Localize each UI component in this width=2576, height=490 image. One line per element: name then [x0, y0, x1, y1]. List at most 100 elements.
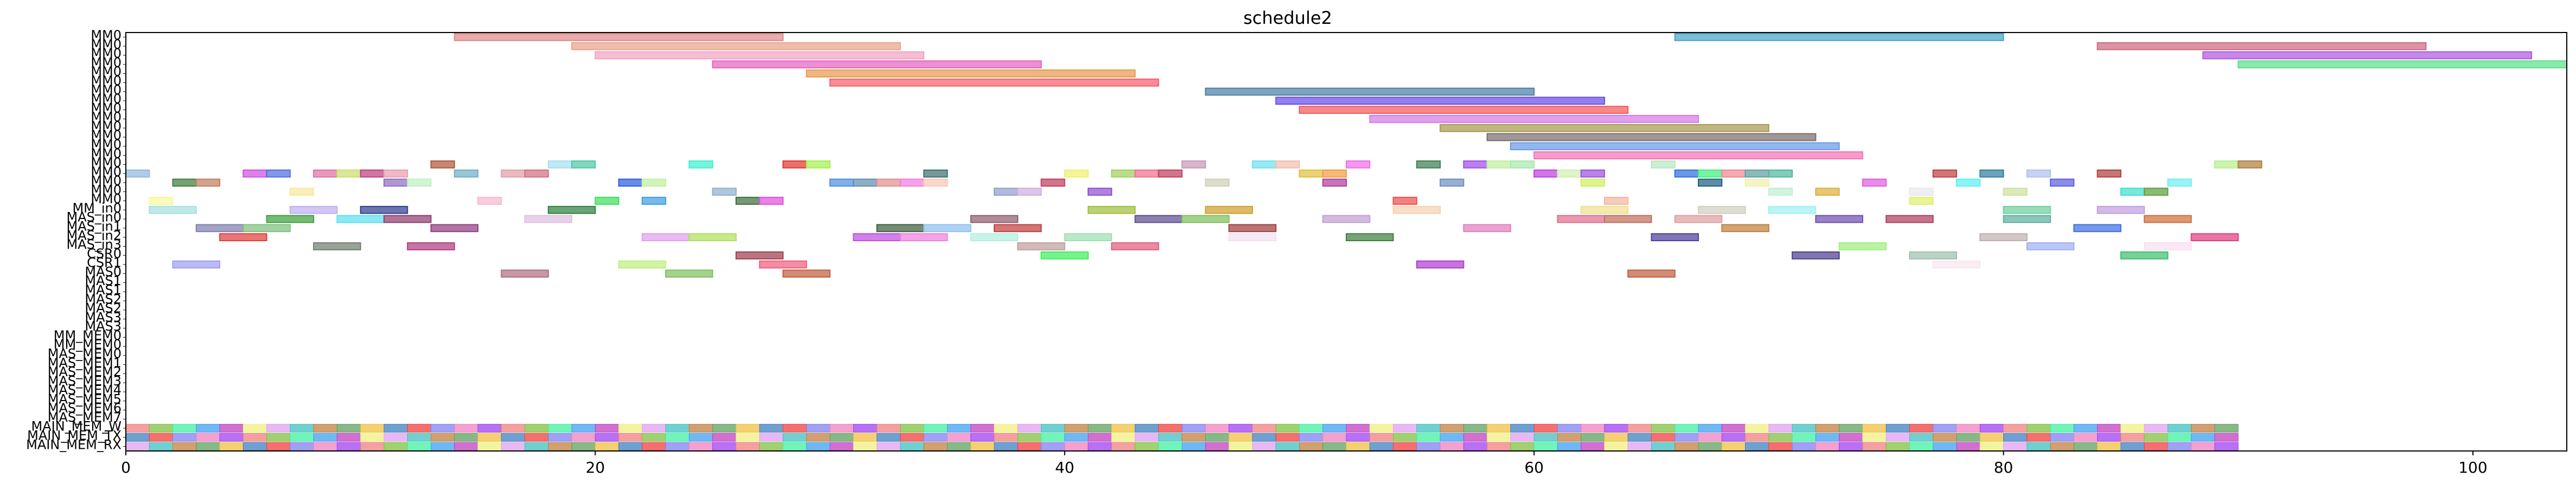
gantt-bar: [1979, 233, 2028, 241]
gantt-bar: [453, 33, 784, 41]
memory-block: [1933, 433, 1957, 442]
memory-block: [1088, 424, 1112, 433]
y-tick-label: MM0: [91, 64, 122, 79]
memory-block: [407, 433, 432, 442]
y-tick-label: MAS_MEM7: [48, 410, 122, 425]
memory-block: [501, 442, 526, 451]
memory-block: [1416, 433, 1441, 442]
memory-block: [196, 424, 220, 433]
y-tick-label: MM0: [91, 100, 122, 115]
memory-block: [242, 433, 267, 442]
memory-block: [1111, 433, 1136, 442]
gantt-bar: [2003, 205, 2051, 214]
y-tick-label: MAS2: [85, 301, 122, 316]
memory-block: [2097, 433, 2121, 442]
memory-block: [219, 442, 244, 451]
gantt-bar: [1111, 242, 1159, 250]
memory-block: [242, 424, 267, 433]
y-tick-label: MM0: [91, 82, 122, 98]
memory-block: [947, 433, 971, 442]
memory-block: [970, 433, 995, 442]
gantt-bar: [782, 160, 807, 169]
gantt-bar: [383, 169, 408, 178]
memory-block: [994, 424, 1018, 433]
gantt-bar: [993, 224, 1042, 233]
memory-block: [806, 442, 830, 451]
gantt-bar: [1416, 260, 1465, 269]
y-tick-label: MAS_in0: [66, 210, 122, 225]
memory-block: [1158, 424, 1182, 433]
memory-block: [383, 424, 408, 433]
y-tick-label: MAS_MEM0: [48, 346, 122, 361]
memory-block: [853, 424, 878, 433]
memory-block: [2097, 424, 2121, 433]
memory-block: [783, 442, 807, 451]
memory-block: [1721, 433, 1746, 442]
memory-block: [1933, 442, 1957, 451]
gantt-bar: [1698, 169, 1723, 178]
memory-block: [1369, 442, 1394, 451]
gantt-bar: [1721, 224, 1769, 233]
gantt-bar: [266, 169, 291, 178]
gantt-bar: [1674, 33, 2004, 41]
gantt-bar: [289, 188, 315, 196]
memory-block: [1017, 424, 1041, 433]
gantt-bar: [1228, 233, 1277, 241]
gantt-bar: [1134, 215, 1183, 223]
memory-block: [618, 442, 643, 451]
memory-block: [595, 433, 619, 442]
gantt-bar: [2238, 160, 2262, 169]
gantt-bar: [1603, 197, 1629, 205]
memory-block: [1956, 442, 1980, 451]
gantt-bar: [923, 169, 948, 178]
memory-block: [1064, 424, 1089, 433]
memory-block: [1064, 442, 1089, 451]
y-tick-label: CSR0: [87, 246, 122, 261]
memory-block: [947, 424, 971, 433]
gantt-bar: [501, 269, 549, 278]
memory-block: [313, 424, 337, 433]
gantt-bar: [1088, 205, 1136, 214]
memory-block: [219, 433, 244, 442]
memory-block: [1181, 424, 1206, 433]
memory-block: [1557, 424, 1582, 433]
memory-block: [1557, 433, 1582, 442]
memory-block: [1581, 424, 1605, 433]
memory-block: [2027, 442, 2051, 451]
memory-block: [1229, 442, 1253, 451]
gantt-bar: [829, 78, 1159, 87]
x-tick-label: 40: [1055, 459, 1075, 476]
gantt-bar: [360, 169, 385, 178]
gantt-bar: [571, 42, 901, 50]
memory-block: [806, 424, 830, 433]
memory-block: [759, 424, 784, 433]
memory-block: [1792, 424, 1816, 433]
memory-block: [1581, 442, 1605, 451]
memory-block: [1487, 442, 1511, 451]
memory-block: [336, 442, 361, 451]
gantt-bar: [1651, 233, 1699, 241]
memory-block: [947, 442, 971, 451]
gantt-bar: [712, 188, 737, 196]
gantt-bar: [688, 160, 713, 169]
memory-block: [477, 442, 502, 451]
memory-block: [1369, 424, 1394, 433]
gantt-bar: [2026, 242, 2075, 250]
memory-block: [1205, 424, 1230, 433]
memory-block: [712, 442, 737, 451]
gantt-bar: [1698, 178, 1723, 187]
memory-block: [571, 442, 596, 451]
memory-block: [1839, 424, 1863, 433]
gantt-bar: [1580, 205, 1629, 214]
memory-block: [1158, 433, 1182, 442]
memory-block: [1064, 433, 1089, 442]
x-axis: 0 20 40 60 80 100: [121, 451, 2488, 476]
gantt-bar: [313, 169, 338, 178]
memory-block: [360, 442, 385, 451]
memory-block: [2073, 433, 2098, 442]
memory-block: [1792, 433, 1816, 442]
gantt-bar: [759, 260, 807, 269]
gantt-bar: [1322, 215, 1371, 223]
